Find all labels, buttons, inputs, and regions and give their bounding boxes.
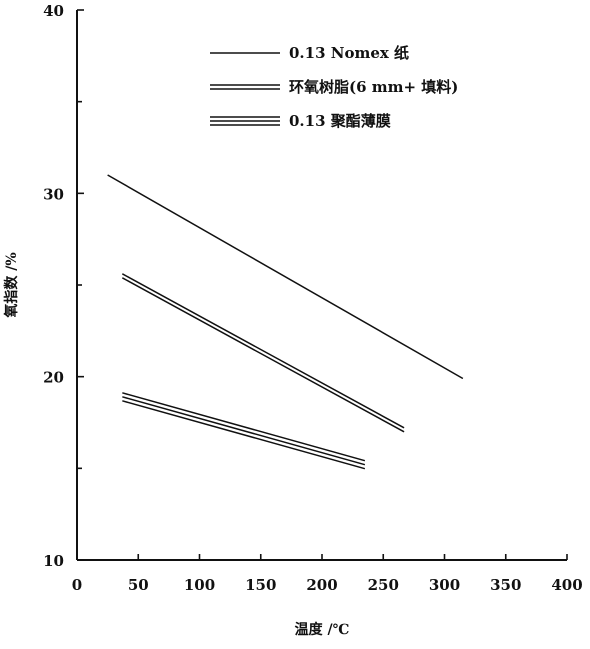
x-tick-label: 150 (245, 576, 276, 594)
x-tick-label: 100 (184, 576, 215, 594)
series-line-strand (122, 396, 366, 466)
series-1 (107, 174, 464, 380)
legend-item-1: 0.13 Nomex 纸 (210, 44, 409, 62)
series-2 (121, 273, 405, 433)
legend-label: 0.13 Nomex 纸 (289, 44, 409, 62)
legend-label: 0.13 聚酯薄膜 (289, 112, 391, 130)
series-lines (107, 174, 464, 470)
legend-label: 环氧树脂(6 mm+ 填料) (289, 78, 458, 96)
y-tick-label: 20 (43, 369, 64, 387)
x-axis-title: 温度 /℃ (295, 621, 350, 638)
x-tick-label: 50 (128, 576, 149, 594)
y-tick-label: 40 (43, 2, 64, 20)
x-tick-label: 250 (368, 576, 399, 594)
axes: 0 50 100 150 200 250 300 350 400 10 20 30 40 (43, 2, 583, 594)
x-tick-label: 400 (551, 576, 582, 594)
y-tick-label: 10 (43, 552, 64, 570)
series-line-strand (122, 400, 366, 470)
series-3 (122, 392, 366, 470)
series-line-strand (121, 273, 405, 429)
y-tick-label: 30 (43, 185, 64, 203)
series-line-strand (122, 392, 366, 462)
x-tick-label: 350 (490, 576, 521, 594)
legend-item-2: 环氧树脂(6 mm+ 填料) (210, 78, 458, 96)
series-line-strand (107, 174, 464, 380)
x-tick-label: 200 (306, 576, 337, 594)
series-line-strand (121, 277, 405, 433)
x-tick-label: 300 (429, 576, 460, 594)
x-tick-label: 0 (72, 576, 82, 594)
y-axis-title: 氧指数 /% (3, 252, 20, 318)
legend-item-3: 0.13 聚酯薄膜 (210, 112, 391, 130)
